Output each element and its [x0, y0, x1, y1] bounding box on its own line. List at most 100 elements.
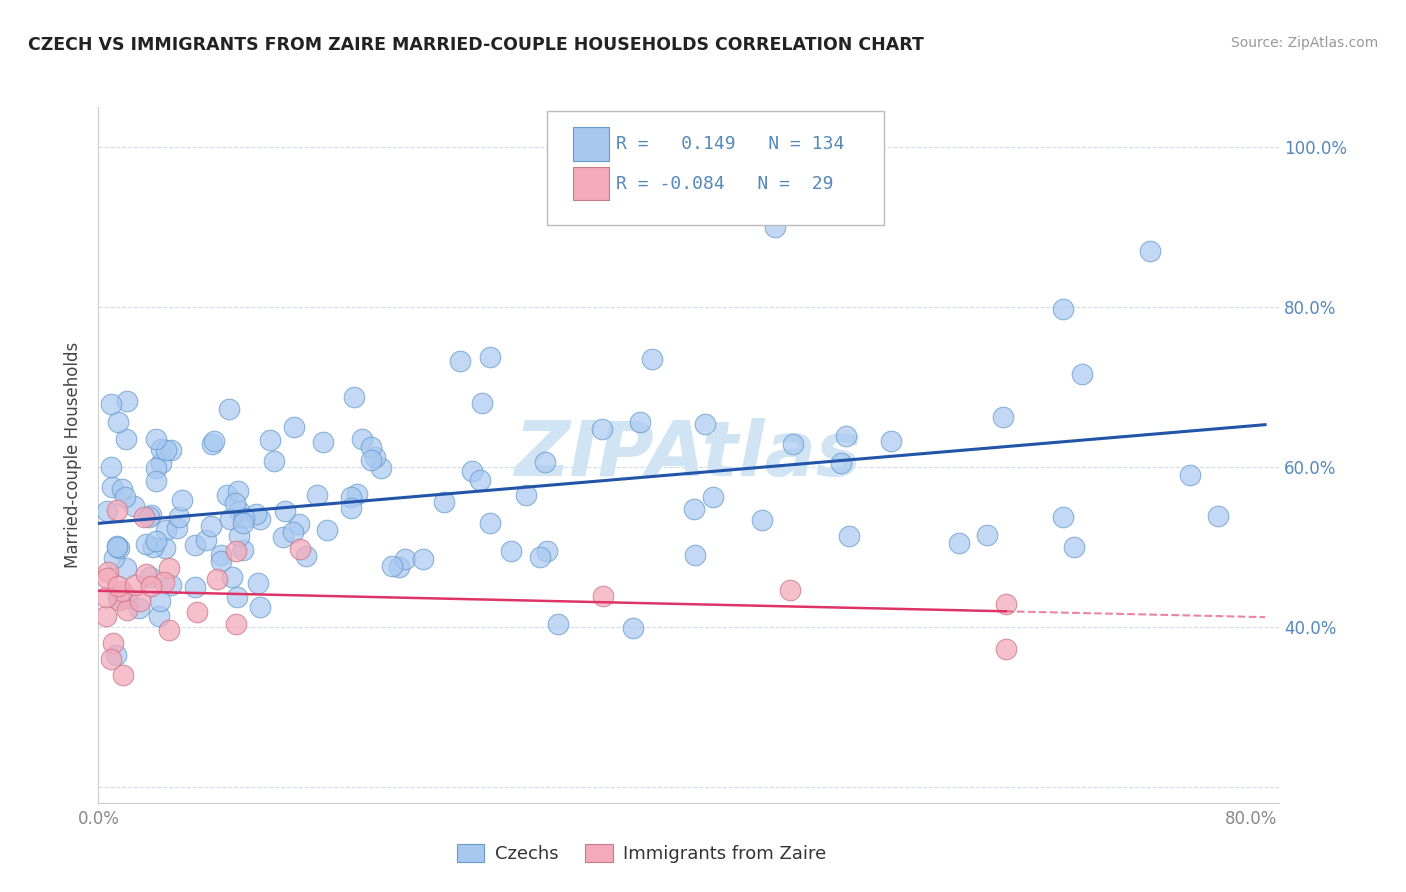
Point [105, 540, 128, 554]
Point [501, 544, 523, 558]
Point [169, 509, 191, 524]
Point [205, 573, 228, 587]
Point [218, 511, 240, 525]
Point [693, 417, 716, 432]
Point [145, 474, 167, 488]
Point [340, 490, 363, 504]
FancyBboxPatch shape [574, 128, 609, 161]
Point [201, 437, 224, 451]
Point [100, 460, 122, 475]
Point [226, 483, 249, 498]
Point [259, 434, 281, 448]
Text: CZECH VS IMMIGRANTS FROM ZAIRE MARRIED-COUPLE HOUSEHOLDS CORRELATION CHART: CZECH VS IMMIGRANTS FROM ZAIRE MARRIED-C… [28, 36, 924, 54]
Point [221, 570, 243, 584]
Point [228, 504, 250, 518]
Point [779, 582, 801, 597]
Point [880, 434, 903, 449]
Point [115, 393, 138, 408]
Text: R =   0.149   N = 134: R = 0.149 N = 134 [616, 135, 844, 153]
Point [195, 533, 218, 547]
Point [115, 591, 138, 605]
Point [288, 541, 311, 556]
Point [155, 541, 177, 555]
Point [150, 457, 173, 471]
Point [209, 554, 232, 568]
Point [104, 648, 127, 662]
Point [111, 583, 134, 598]
Point [101, 479, 124, 493]
Point [209, 548, 232, 562]
Point [1139, 244, 1161, 258]
Legend: Czechs, Immigrants from Zaire: Czechs, Immigrants from Zaire [450, 837, 834, 871]
Point [246, 576, 269, 591]
Point [350, 432, 373, 446]
Point [763, 219, 786, 234]
Point [381, 558, 404, 573]
Point [249, 511, 271, 525]
Point [388, 559, 411, 574]
Point [114, 490, 136, 504]
Point [135, 536, 157, 550]
Point [478, 516, 501, 531]
Point [432, 495, 454, 509]
Point [135, 566, 157, 581]
Point [153, 574, 176, 589]
Point [122, 499, 145, 513]
Point [200, 518, 222, 533]
Point [159, 623, 181, 637]
Point [100, 397, 122, 411]
Point [994, 642, 1017, 657]
Point [948, 535, 970, 549]
Point [263, 454, 285, 468]
FancyBboxPatch shape [574, 167, 609, 201]
Text: R = -0.084   N =  29: R = -0.084 N = 29 [616, 175, 834, 193]
Point [115, 432, 138, 446]
Point [160, 578, 183, 592]
FancyBboxPatch shape [547, 111, 884, 226]
Point [115, 602, 138, 616]
Point [360, 453, 382, 467]
Point [1206, 509, 1229, 524]
Point [838, 529, 860, 543]
Point [145, 432, 167, 446]
Point [288, 517, 311, 532]
Point [1063, 540, 1085, 554]
Point [226, 590, 249, 604]
Point [111, 668, 134, 682]
Point [155, 443, 177, 458]
Point [103, 550, 125, 565]
Point [138, 510, 160, 524]
Point [685, 548, 707, 562]
Point [751, 513, 773, 527]
Point [994, 597, 1017, 611]
Point [1052, 301, 1074, 316]
Point [394, 552, 416, 566]
Point [364, 450, 387, 464]
Point [107, 590, 129, 604]
Point [225, 544, 247, 558]
Point [271, 531, 294, 545]
Point [107, 579, 129, 593]
Point [139, 570, 162, 584]
Point [128, 601, 150, 615]
Point [232, 511, 254, 525]
Point [360, 440, 382, 454]
Point [682, 502, 704, 516]
Point [515, 488, 537, 502]
Point [976, 527, 998, 541]
Point [547, 616, 569, 631]
Point [150, 442, 173, 457]
Point [224, 496, 246, 510]
Point [835, 429, 858, 443]
Point [108, 541, 131, 555]
Point [129, 593, 152, 607]
Point [468, 473, 491, 487]
Point [461, 464, 484, 478]
Point [343, 390, 366, 404]
Point [592, 589, 614, 603]
Point [1071, 367, 1094, 381]
Point [160, 442, 183, 457]
Point [215, 488, 238, 502]
Point [157, 561, 180, 575]
Point [105, 539, 128, 553]
